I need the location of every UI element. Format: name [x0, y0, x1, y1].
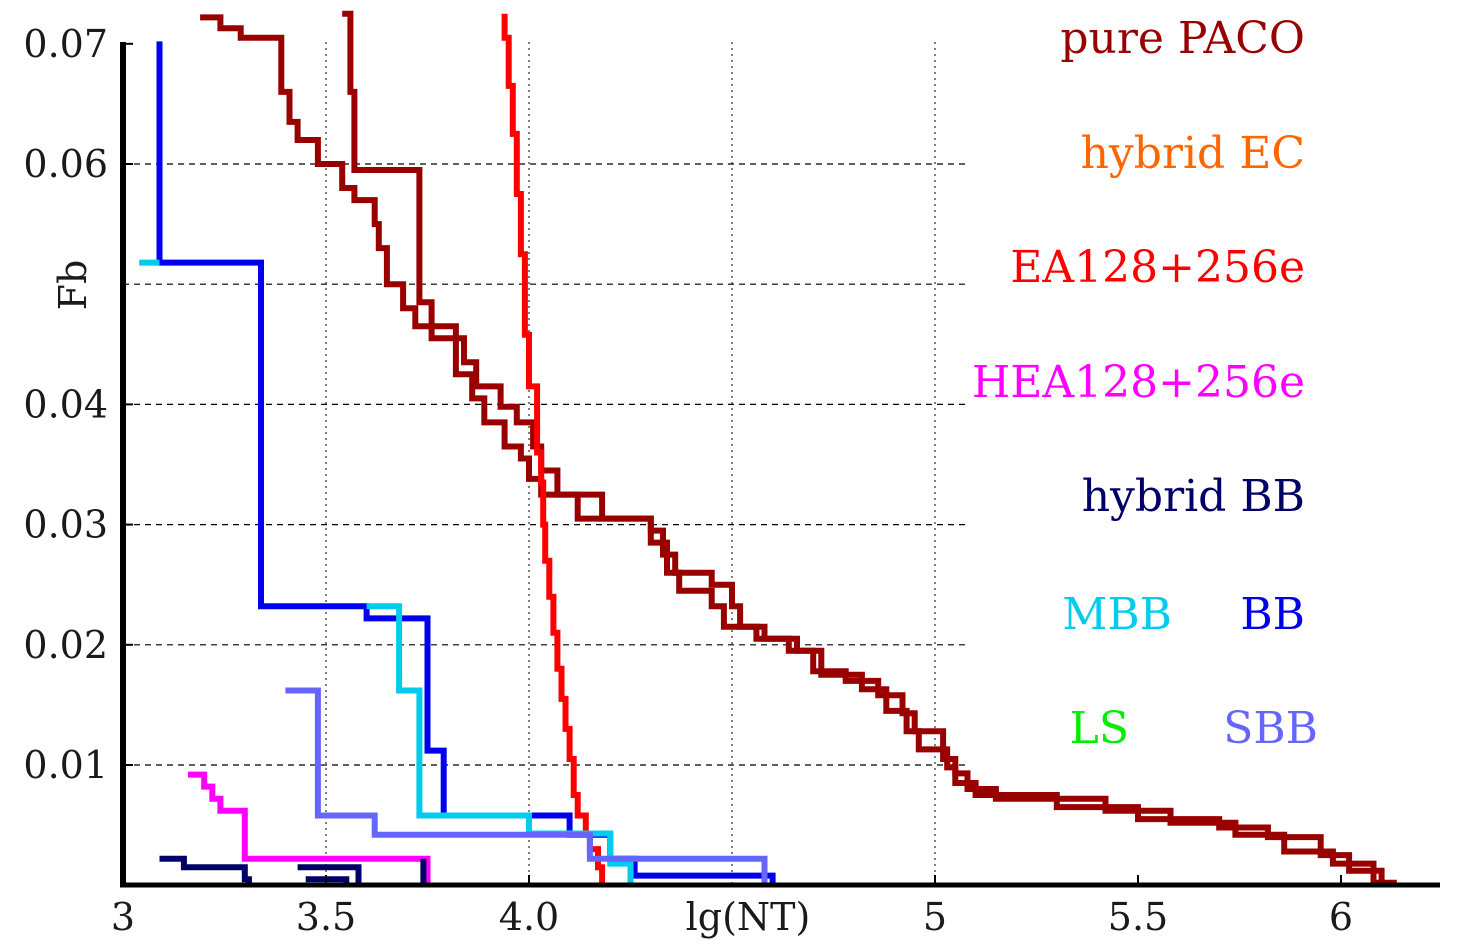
y-tick-label: 0.06 [23, 142, 108, 186]
x-tick-label: 3 [111, 895, 135, 939]
x-axis-title: lg(NT) [686, 895, 811, 939]
x-tick-label: 5 [923, 895, 947, 939]
series-line-1 [342, 10, 1385, 885]
x-tick-label: 6 [1329, 895, 1353, 939]
axes [120, 42, 1440, 888]
legend: pure PACO hybrid EC EA128+256e HEA128+256e h… [972, 13, 1318, 754]
legend-label: EA128+256e [1010, 242, 1305, 293]
series-line-2 [501, 13, 606, 885]
legend-label: pure PACO [1060, 13, 1305, 64]
series-line-7 [285, 687, 768, 885]
series-line-3 [188, 771, 431, 885]
y-tick-label: 0.04 [23, 382, 108, 426]
y-tick-label: 0.07 [23, 22, 108, 66]
x-tick-label: 4.0 [499, 895, 559, 939]
series-line-4 [156, 41, 776, 885]
legend-label: SBB [1223, 703, 1318, 754]
tick-labels: 0.01 0.02 0.03 0.04 0.06 0.07 3 3.5 4.0 5 5.5 6 [23, 22, 1353, 939]
legend-label: HEA128+256e [972, 357, 1305, 408]
y-tick-label: 0.01 [23, 743, 108, 787]
y-tick-label: 0.03 [23, 503, 108, 547]
x-tick-label: 5.5 [1108, 895, 1168, 939]
y-tick-label: 0.02 [23, 623, 108, 667]
legend-label: LS [1070, 703, 1129, 754]
y-axis-title: Fb [51, 260, 95, 311]
series-line-6 [366, 603, 634, 885]
legend-label: MBB [1062, 589, 1172, 640]
series-line-8 [159, 855, 252, 885]
legend-label: hybrid BB [1082, 471, 1305, 522]
x-tick-label: 3.5 [296, 895, 356, 939]
legend-label: hybrid EC [1081, 128, 1305, 179]
series-line-9 [297, 864, 362, 885]
series-lines [139, 10, 1397, 886]
legend-label: BB [1240, 589, 1305, 640]
